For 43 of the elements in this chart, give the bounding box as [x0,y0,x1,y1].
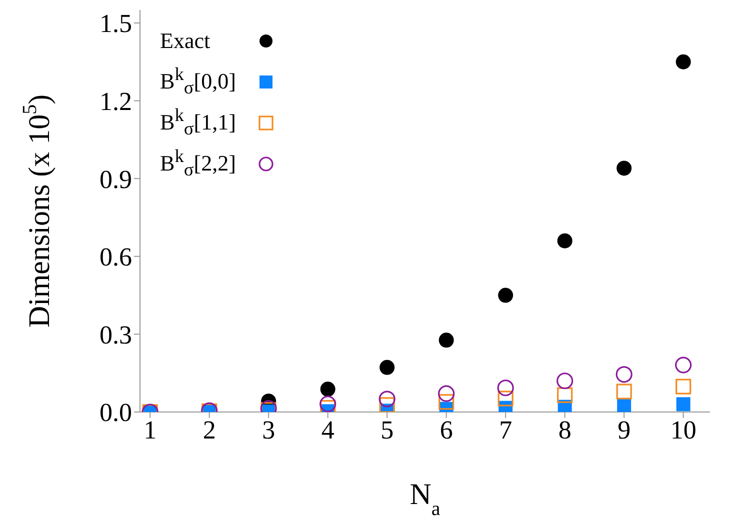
x-tick-label: 4 [321,415,334,444]
point [617,398,632,412]
x-tick-label: 7 [499,415,512,444]
point [498,390,514,406]
point [616,384,632,400]
point [675,356,692,374]
point [320,382,336,397]
x-tick-label: 1 [144,415,157,444]
x-axis-title: N$_{a}$ [410,478,440,520]
legend-label: B$^{k}$$_{σ}$[0,0] [160,64,237,99]
y-tick-label: 0.9 [100,164,132,194]
legend-label: B$^{k}$$_{σ}$[2,2] [160,146,237,181]
legend-label: B$^{k}$$_{σ}$[1,1] [160,105,237,140]
point [616,366,632,383]
x-tick-label: 5 [380,415,394,444]
y-tick-label: 0.0 [100,398,132,428]
y-tick-label: 1.5 [100,9,132,38]
x-tick-label: 8 [558,415,572,444]
legend-label: Exact [160,28,212,54]
point [378,390,396,408]
point [497,380,514,396]
point [556,372,574,390]
y-tick-label: 0.3 [100,320,132,350]
point [438,394,454,410]
point [557,387,573,403]
point [379,397,395,412]
point [557,233,572,248]
point [676,397,690,412]
point [676,378,692,394]
point [676,54,691,70]
x-tick-label: 10 [670,415,696,444]
x-tick-label: 9 [618,415,631,444]
x-tick-label: 3 [262,415,276,444]
x-tick-label: 2 [202,415,216,444]
point [320,396,336,412]
point [616,160,632,176]
y-tick-label: 0.6 [100,242,132,272]
y-tick-label: 1.2 [100,87,132,116]
x-tick-label: 6 [440,415,453,444]
point [438,385,455,402]
point [438,332,454,348]
point [498,288,514,303]
point [380,360,395,375]
